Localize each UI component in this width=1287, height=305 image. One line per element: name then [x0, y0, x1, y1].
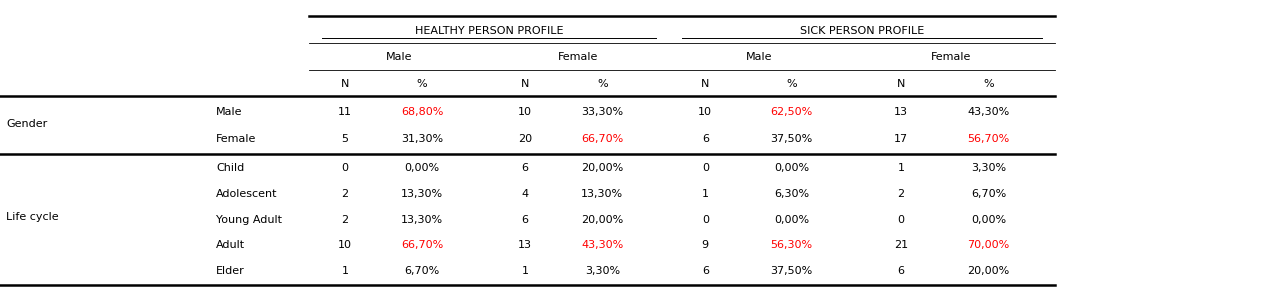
Text: 43,30%: 43,30% [582, 240, 623, 250]
Text: 0: 0 [701, 215, 709, 224]
Text: 3,30%: 3,30% [970, 163, 1006, 173]
Text: 20,00%: 20,00% [582, 215, 623, 224]
Text: 6,30%: 6,30% [773, 189, 810, 199]
Text: Child: Child [216, 163, 245, 173]
Text: 0,00%: 0,00% [773, 215, 810, 224]
Text: Male: Male [386, 52, 412, 62]
Text: N: N [521, 79, 529, 89]
Text: 6: 6 [701, 134, 709, 144]
Text: 4: 4 [521, 189, 529, 199]
Text: Adolescent: Adolescent [216, 189, 278, 199]
Text: 10: 10 [519, 107, 532, 117]
Text: 2: 2 [897, 189, 905, 199]
Text: 10: 10 [338, 240, 351, 250]
Text: 6: 6 [897, 266, 905, 276]
Text: %: % [597, 79, 607, 89]
Text: 6,70%: 6,70% [404, 266, 440, 276]
Text: 1: 1 [701, 189, 709, 199]
Text: 0,00%: 0,00% [404, 163, 440, 173]
Text: N: N [897, 79, 905, 89]
Text: 31,30%: 31,30% [402, 134, 443, 144]
Text: 13,30%: 13,30% [402, 189, 443, 199]
Text: 0: 0 [701, 163, 709, 173]
Text: 2: 2 [341, 189, 349, 199]
Text: Young Adult: Young Adult [216, 215, 282, 224]
Text: Male: Male [216, 107, 243, 117]
Text: %: % [983, 79, 994, 89]
Text: 1: 1 [341, 266, 349, 276]
Text: 66,70%: 66,70% [582, 134, 623, 144]
Text: 68,80%: 68,80% [402, 107, 443, 117]
Text: Female: Female [557, 52, 598, 62]
Text: 6: 6 [521, 215, 529, 224]
Text: 10: 10 [699, 107, 712, 117]
Text: 0: 0 [341, 163, 349, 173]
Text: SICK PERSON PROFILE: SICK PERSON PROFILE [801, 26, 924, 35]
Text: 62,50%: 62,50% [771, 107, 812, 117]
Text: 6: 6 [521, 163, 529, 173]
Text: 13: 13 [894, 107, 907, 117]
Text: 70,00%: 70,00% [968, 240, 1009, 250]
Text: 0,00%: 0,00% [773, 163, 810, 173]
Text: 43,30%: 43,30% [968, 107, 1009, 117]
Text: Elder: Elder [216, 266, 245, 276]
Text: 1: 1 [897, 163, 905, 173]
Text: 11: 11 [338, 107, 351, 117]
Text: 13,30%: 13,30% [402, 215, 443, 224]
Text: 37,50%: 37,50% [771, 266, 812, 276]
Text: 0,00%: 0,00% [970, 215, 1006, 224]
Text: N: N [341, 79, 349, 89]
Text: 33,30%: 33,30% [582, 107, 623, 117]
Text: 2: 2 [341, 215, 349, 224]
Text: Female: Female [931, 52, 972, 62]
Text: Female: Female [216, 134, 256, 144]
Text: 6,70%: 6,70% [970, 189, 1006, 199]
Text: Life cycle: Life cycle [6, 212, 59, 222]
Text: 56,70%: 56,70% [968, 134, 1009, 144]
Text: 21: 21 [894, 240, 907, 250]
Text: 20,00%: 20,00% [968, 266, 1009, 276]
Text: 3,30%: 3,30% [584, 266, 620, 276]
Text: 13,30%: 13,30% [582, 189, 623, 199]
Text: 9: 9 [701, 240, 709, 250]
Text: 1: 1 [521, 266, 529, 276]
Text: 5: 5 [341, 134, 349, 144]
Text: Male: Male [746, 52, 772, 62]
Text: 13: 13 [519, 240, 532, 250]
Text: 17: 17 [894, 134, 907, 144]
Text: 0: 0 [897, 215, 905, 224]
Text: Gender: Gender [6, 120, 48, 129]
Text: 37,50%: 37,50% [771, 134, 812, 144]
Text: %: % [786, 79, 797, 89]
Text: 6: 6 [701, 266, 709, 276]
Text: 66,70%: 66,70% [402, 240, 443, 250]
Text: 20,00%: 20,00% [582, 163, 623, 173]
Text: 56,30%: 56,30% [771, 240, 812, 250]
Text: Adult: Adult [216, 240, 246, 250]
Text: N: N [701, 79, 709, 89]
Text: HEALTHY PERSON PROFILE: HEALTHY PERSON PROFILE [414, 26, 564, 35]
Text: 20: 20 [519, 134, 532, 144]
Text: %: % [417, 79, 427, 89]
